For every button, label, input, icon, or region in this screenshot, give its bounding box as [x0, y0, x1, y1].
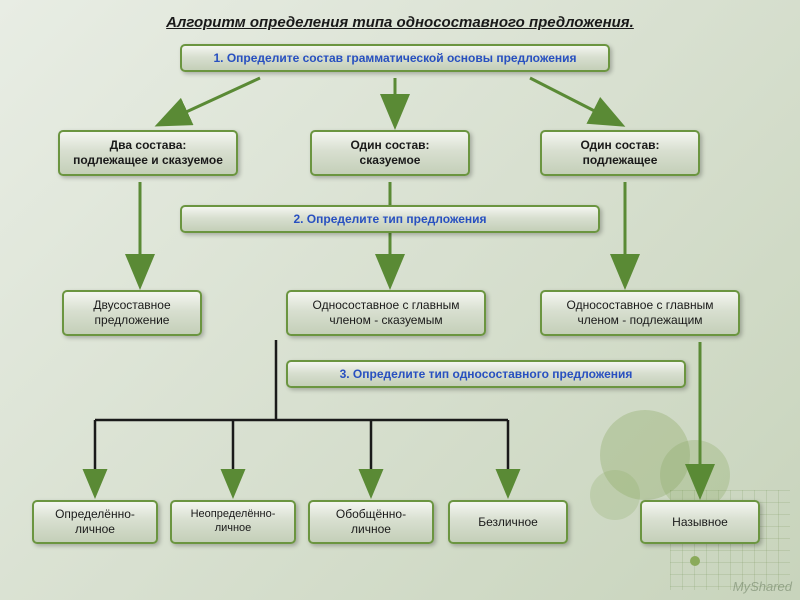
label: Один состав: — [580, 138, 659, 153]
label: подлежащее и сказуемое — [73, 153, 223, 168]
label: Один состав: — [350, 138, 429, 153]
label: Определённо- — [55, 507, 135, 522]
result-subject: Односоставное с главным членом - подлежа… — [540, 290, 740, 336]
type-nominative: Назывное — [640, 500, 760, 544]
diagram-title: Алгоритм определения типа односоставного… — [0, 0, 800, 31]
composition-two: Два состава: подлежащее и сказуемое — [58, 130, 238, 176]
label: членом - подлежащим — [577, 313, 702, 328]
label: Два состава: — [110, 138, 187, 153]
label: Двусоставное — [93, 298, 170, 313]
label: сказуемое — [360, 153, 421, 168]
label: личное — [75, 522, 115, 537]
composition-predicate: Один состав: сказуемое — [310, 130, 470, 176]
step2-box: 2. Определите тип предложения — [180, 205, 600, 233]
step3-box: 3. Определите тип односоставного предлож… — [286, 360, 686, 388]
result-predicate: Односоставное с главным членом - сказуем… — [286, 290, 486, 336]
label: подлежащее — [583, 153, 658, 168]
type-impersonal: Безличное — [448, 500, 568, 544]
watermark: MyShared — [733, 579, 792, 594]
label: членом - сказуемым — [329, 313, 442, 328]
type-indefinite-personal: Неопределённо- личное — [170, 500, 296, 544]
label: предложение — [95, 313, 170, 328]
label: Обобщённо- — [336, 507, 406, 522]
composition-subject: Один состав: подлежащее — [540, 130, 700, 176]
label: Односоставное с главным — [313, 298, 460, 313]
label: Односоставное с главным — [567, 298, 714, 313]
label: Неопределённо- — [191, 508, 276, 522]
step1-box: 1. Определите состав грамматической осно… — [180, 44, 610, 72]
type-definite-personal: Определённо- личное — [32, 500, 158, 544]
label: личное — [215, 522, 252, 536]
label: личное — [351, 522, 391, 537]
result-two-part: Двусоставное предложение — [62, 290, 202, 336]
type-generalized-personal: Обобщённо- личное — [308, 500, 434, 544]
